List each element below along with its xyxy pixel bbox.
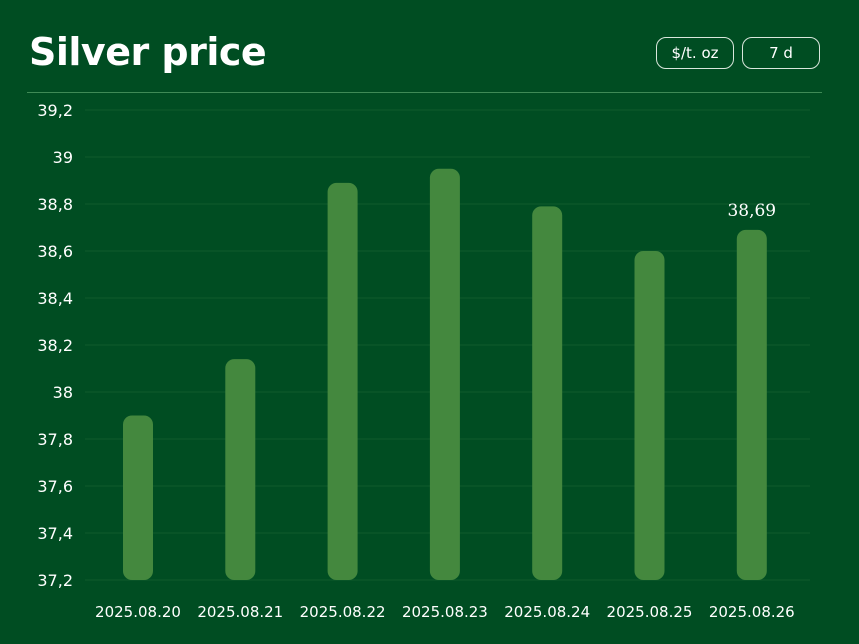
x-tick-label: 2025.08.25 xyxy=(607,603,693,621)
y-tick-label: 39,2 xyxy=(37,101,73,120)
y-axis-tick-labels: 37,2 37,4 37,6 37,8 38 38,2 38,4 38,6 38,8 39 39,2 xyxy=(37,101,73,590)
x-tick-label: 2025.08.21 xyxy=(197,603,283,621)
x-tick-label: 2025.08.22 xyxy=(300,603,386,621)
time-range-button[interactable]: 7 d xyxy=(742,37,820,69)
y-tick-label: 38,4 xyxy=(37,289,73,308)
y-tick-label: 37,6 xyxy=(37,477,73,496)
y-tick-label: 38,6 xyxy=(37,242,73,261)
bar[interactable] xyxy=(327,182,358,580)
bars xyxy=(123,168,767,581)
bar[interactable] xyxy=(634,251,665,580)
x-tick-label: 2025.08.23 xyxy=(402,603,488,621)
bar[interactable] xyxy=(736,229,767,580)
x-tick-label: 2025.08.26 xyxy=(709,603,795,621)
y-tick-label: 37,4 xyxy=(37,524,73,543)
y-tick-label: 39 xyxy=(53,148,73,167)
data-labels: 38,69 xyxy=(727,201,776,221)
header-divider xyxy=(27,92,822,93)
bar[interactable] xyxy=(123,415,153,581)
bar[interactable] xyxy=(532,206,563,580)
y-tick-label: 38 xyxy=(53,383,73,402)
x-axis-tick-labels: 2025.08.20 2025.08.21 2025.08.22 2025.08.23… xyxy=(95,603,795,621)
y-tick-label: 38,2 xyxy=(37,336,73,355)
unit-selector-button[interactable]: $/t. oz xyxy=(656,37,734,69)
bar[interactable] xyxy=(225,359,256,580)
data-label: 38,69 xyxy=(727,201,776,221)
bar[interactable] xyxy=(429,168,460,580)
chart-title: Silver price xyxy=(29,30,267,74)
y-tick-label: 37,8 xyxy=(37,430,73,449)
x-tick-label: 2025.08.20 xyxy=(95,603,181,621)
y-tick-label: 38,8 xyxy=(37,195,73,214)
x-tick-label: 2025.08.24 xyxy=(504,603,590,621)
y-tick-label: 37,2 xyxy=(37,571,73,590)
